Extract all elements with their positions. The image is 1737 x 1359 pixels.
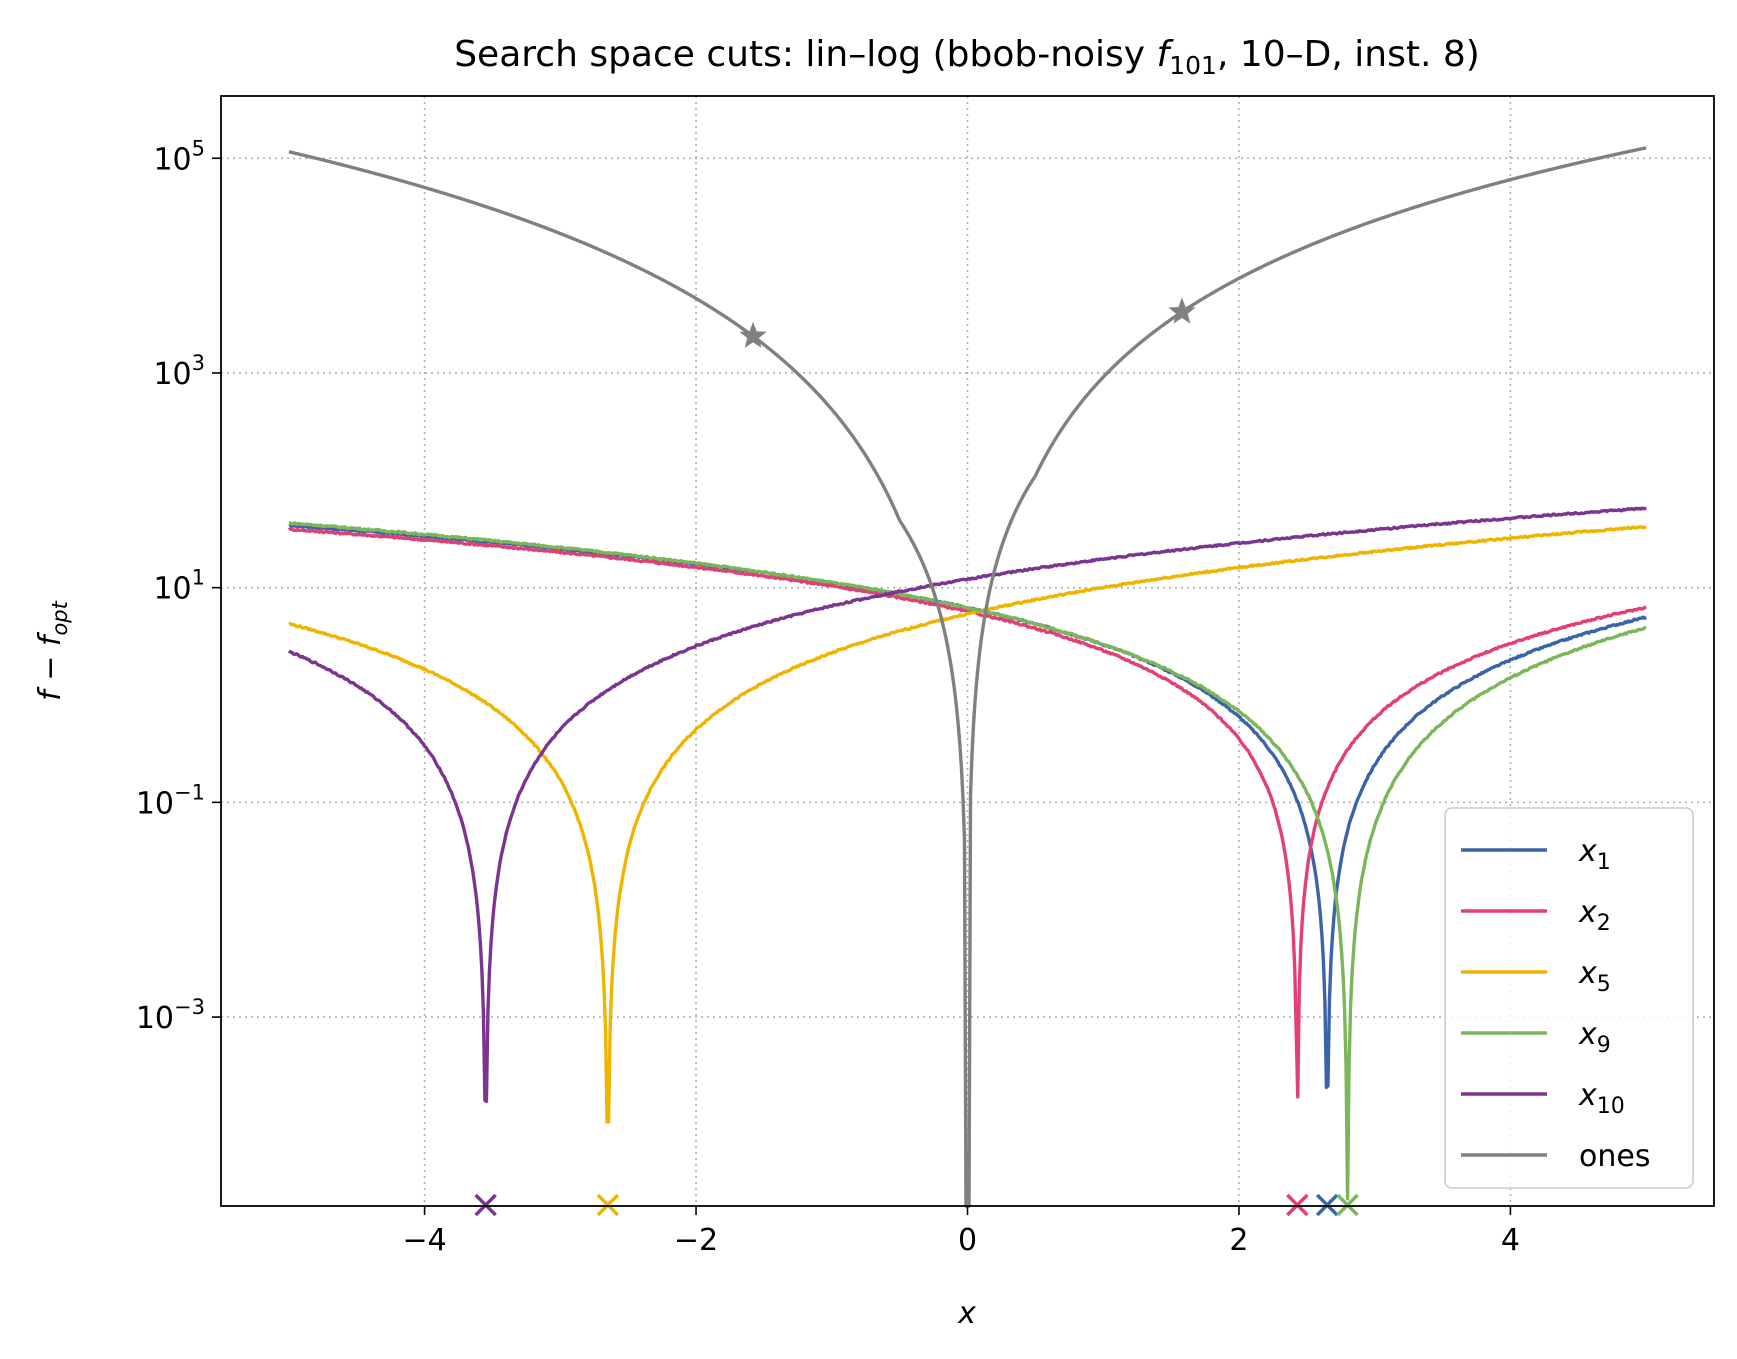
legend-label-x9: x9 xyxy=(1578,1017,1611,1058)
legend-frame xyxy=(1444,807,1694,1189)
x-tick-label: −2 xyxy=(674,1223,718,1258)
star-marker-ones xyxy=(739,321,767,348)
legend-label-x10: x10 xyxy=(1578,1078,1625,1119)
optimum-marker-stroke xyxy=(1336,1193,1359,1217)
legend-label-x5: x5 xyxy=(1578,956,1611,997)
y-axis: 105 103 101 10−1 10−3 xyxy=(136,136,221,1036)
x-tick-label: 4 xyxy=(1501,1223,1520,1258)
y-tick-label: 10−3 xyxy=(136,995,205,1036)
series-line-x5 xyxy=(288,525,1647,1124)
markers xyxy=(474,297,1359,1217)
chart-title: Search space cuts: lin–log (bbob-noisy f… xyxy=(454,34,1480,80)
x-axis: −4 −2 0 2 4 xyxy=(402,1206,1520,1258)
y-tick-label: 103 xyxy=(153,351,205,392)
x-tick-label: −4 xyxy=(402,1223,446,1258)
legend-label-x1: x1 xyxy=(1578,834,1611,875)
optimum-marker-x9 xyxy=(1336,1193,1359,1217)
x-tick-label: 0 xyxy=(958,1223,977,1258)
optimum-marker-stroke xyxy=(1315,1193,1339,1217)
y-axis-label: f − fopt xyxy=(33,600,72,701)
legend-label-x2: x2 xyxy=(1578,895,1611,936)
star-marker-ones xyxy=(1168,297,1196,324)
series-line-x9 xyxy=(288,521,1647,1201)
optimum-marker-x2 xyxy=(1286,1193,1309,1217)
series-line-x2 xyxy=(287,527,1647,1099)
y-tick-label: 10−1 xyxy=(136,780,205,821)
optimum-marker-stroke xyxy=(474,1193,497,1217)
legend-label-ones: ones xyxy=(1579,1139,1650,1174)
x-axis-label: x xyxy=(957,1296,976,1331)
optimum-marker-stroke xyxy=(596,1193,620,1217)
y-tick-label: 101 xyxy=(153,566,205,607)
series-line-x10 xyxy=(287,506,1648,1104)
optimum-marker-x10 xyxy=(474,1193,497,1217)
optimum-marker-x1 xyxy=(1315,1193,1339,1217)
optimum-marker-x5 xyxy=(596,1193,620,1217)
optimum-marker-stroke xyxy=(1286,1193,1309,1217)
x-tick-label: 2 xyxy=(1229,1223,1248,1258)
legend: x1 x2 x5 x9 x10 ones xyxy=(1444,807,1694,1189)
y-tick-label: 105 xyxy=(153,136,205,177)
